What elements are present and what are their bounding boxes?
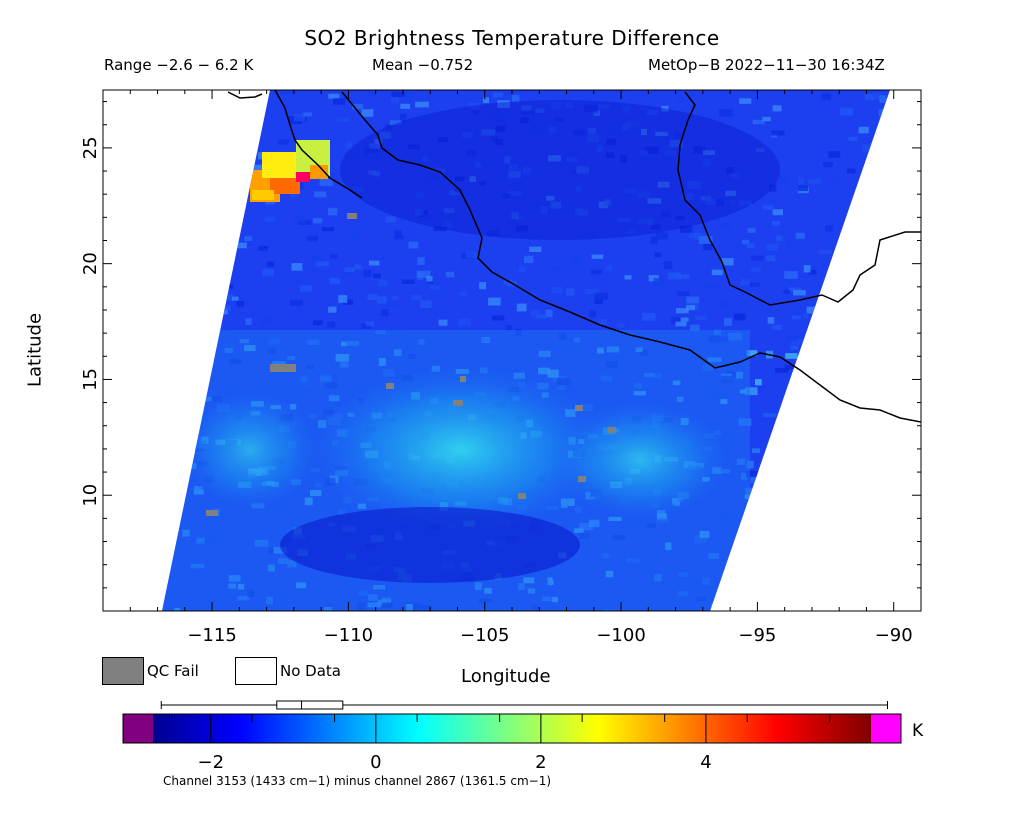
qc-fail-swatch xyxy=(102,657,144,685)
x-tick-label: −90 xyxy=(875,625,913,646)
x-tick-label: −105 xyxy=(460,625,509,646)
coastlines xyxy=(227,90,921,423)
colorbar-gradient xyxy=(153,714,871,743)
map-area xyxy=(162,90,921,611)
colorbar-border xyxy=(122,713,902,744)
cloud-swirl-west xyxy=(180,390,320,510)
cloud-swirl xyxy=(310,365,610,535)
no-data-label: No Data xyxy=(280,662,341,680)
range-readout: Range −2.6 − 6.2 K xyxy=(104,56,254,74)
distribution-boxplot xyxy=(160,700,889,710)
colorbar-ticks: −2 0 2 4 xyxy=(169,714,831,773)
colorbar-over-swatch xyxy=(871,714,901,743)
y-tick-label: 25 xyxy=(80,136,101,159)
so2-plume xyxy=(250,140,330,202)
y-tick-label: 20 xyxy=(80,252,101,275)
y-axis: 10 15 20 25 xyxy=(80,101,921,589)
colorbar: −2 0 2 4 xyxy=(122,700,902,773)
cloud-swirl-east xyxy=(550,400,730,520)
colorbar-tick-label: 4 xyxy=(700,752,711,773)
x-axis: −115 −110 −105 −100 −95 −90 xyxy=(102,90,922,646)
x-tick-label: −100 xyxy=(596,625,645,646)
colorbar-tick-label: 0 xyxy=(370,752,381,773)
chart-title: SO2 Brightness Temperature Difference xyxy=(304,26,720,50)
colorbar-unit: K xyxy=(912,721,924,741)
dark-band-north xyxy=(340,100,780,240)
boxplot-box xyxy=(276,700,344,710)
colorbar-caption: Channel 3153 (1433 cm−1) minus channel 2… xyxy=(163,774,552,788)
x-tick-label: −115 xyxy=(187,625,236,646)
colorbar-tick-label: −2 xyxy=(197,752,224,773)
colorbar-under-swatch xyxy=(123,714,153,743)
mean-readout: Mean −0.752 xyxy=(372,56,474,74)
y-axis-label: Latitude xyxy=(24,312,46,388)
y-tick-label: 10 xyxy=(80,484,101,507)
colorbar-tick-label: 2 xyxy=(535,752,546,773)
no-data-swatch xyxy=(235,657,277,685)
x-tick-label: −95 xyxy=(738,625,776,646)
y-tick-label: 15 xyxy=(80,368,101,391)
dark-band xyxy=(280,507,580,583)
x-tick-label: −110 xyxy=(324,625,373,646)
satellite-time-readout: MetOp−B 2022−11−30 16:34Z xyxy=(648,56,885,74)
qc-fail-label: QC Fail xyxy=(147,662,199,680)
qc-fail-pixels xyxy=(206,213,616,516)
x-axis-label: Longitude xyxy=(461,666,551,687)
